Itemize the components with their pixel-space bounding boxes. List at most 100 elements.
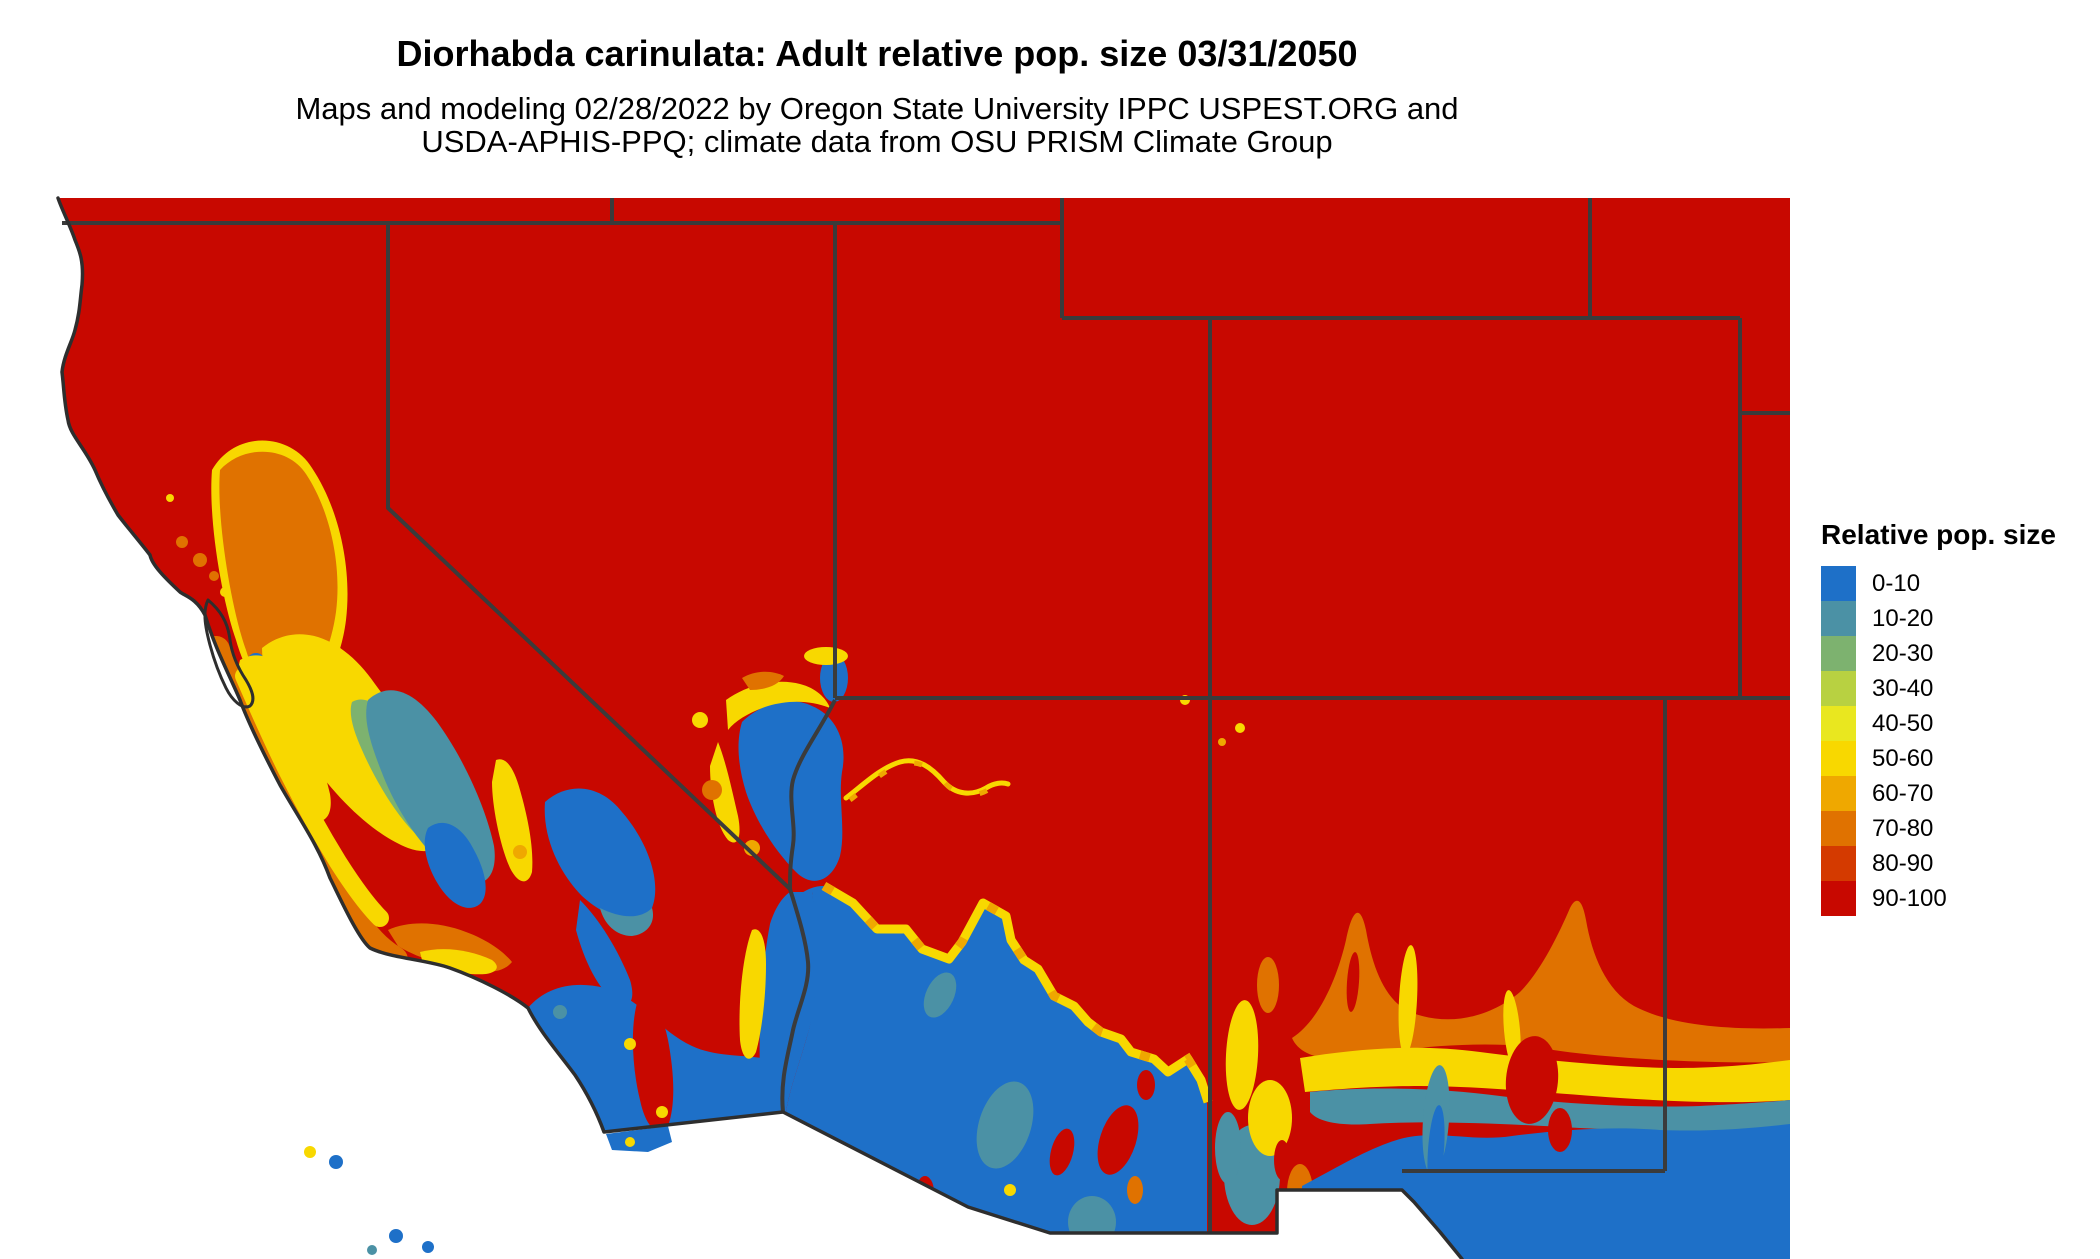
legend-swatch-90-100 [1821, 881, 1856, 916]
region-trinity-speck [193, 553, 207, 567]
legend-row: 30-40 [1821, 671, 2056, 706]
region-socal-yellow-speck [624, 1038, 636, 1050]
region-bootheel-red [1274, 1140, 1290, 1180]
region-verde-teal [923, 972, 957, 1018]
region-transverse-yellow-rim [420, 949, 497, 975]
legend-label: 40-50 [1872, 710, 1934, 737]
region-baja-strip [606, 1126, 672, 1152]
region-channel-island [329, 1155, 343, 1169]
legend-swatch-80-90 [1821, 846, 1856, 881]
legend-label: 60-70 [1872, 780, 1934, 807]
region-fourcorners-speck [1235, 723, 1245, 733]
region-owens-amber-dot [513, 845, 527, 859]
region-az-teal [976, 1081, 1034, 1169]
region-nm-yellow-streak [1398, 945, 1418, 1055]
subtitle-line-2: USDA-APHIS-PPQ; climate data from OSU PR… [421, 124, 1333, 159]
legend-row: 50-60 [1821, 741, 2056, 776]
region-grand-canyon-yellow [843, 758, 1011, 801]
region-border-speck [969, 1234, 981, 1246]
region-bootheel-orange [1287, 1164, 1313, 1220]
region-vegas-north-yellow [726, 681, 830, 730]
region-channel-island [422, 1241, 434, 1253]
legend-row: 40-50 [1821, 706, 2056, 741]
legend-row: 0-10 [1821, 566, 2056, 601]
region-nm-west-yellow [1225, 1000, 1259, 1110]
region-trinity-speck [209, 571, 219, 581]
legend-row: 60-70 [1821, 776, 2056, 811]
legend-swatch-60-70 [1821, 776, 1856, 811]
region-vegas-speck [692, 712, 708, 728]
subtitle-line-1: Maps and modeling 02/28/2022 by Oregon S… [295, 91, 1459, 126]
legend-label: 90-100 [1872, 885, 1947, 912]
legend-label: 50-60 [1872, 745, 1934, 772]
region-mogollon-amber-dashes [821, 882, 1213, 1104]
region-river-west-yellow [739, 929, 766, 1059]
region-sky-island-red [1097, 1105, 1139, 1175]
region-mojave-blue [544, 788, 656, 919]
legend-swatch-70-80 [1821, 811, 1856, 846]
region-blackrange-red-core [1346, 952, 1360, 1012]
region-sierra-blue-core [424, 822, 486, 908]
legend-label: 20-30 [1872, 640, 1934, 667]
legend-row: 80-90 [1821, 846, 2056, 881]
legend-label: 10-20 [1872, 605, 1934, 632]
state-borders [62, 198, 1790, 1233]
legend-label: 30-40 [1872, 675, 1934, 702]
region-nm-red-wedge [1505, 1036, 1559, 1124]
legend-swatch-50-60 [1821, 741, 1856, 776]
region-mojave-teal-rim [600, 908, 654, 936]
region-trinity-speck [220, 587, 230, 597]
region-peninsular-red-streak [632, 999, 674, 1131]
region-channel-island [304, 1146, 316, 1158]
region-socal-yellow-speck [656, 1106, 668, 1118]
legend-row: 70-80 [1821, 811, 2056, 846]
region-sky-island-red [1137, 1070, 1155, 1100]
coastline-border [56, 196, 1464, 1259]
legend-swatch-30-40 [1821, 671, 1856, 706]
region-vegas-west-yellow [710, 742, 740, 843]
region-trinity-speck [166, 494, 174, 502]
region-nm-west-teal [1215, 1112, 1241, 1184]
region-border-speck [948, 1228, 962, 1242]
region-border-speck [1004, 1184, 1016, 1196]
legend-label: 70-80 [1872, 815, 1934, 842]
region-sky-island-orange [1127, 1176, 1143, 1204]
region-vegas-west-orange-dot [702, 780, 722, 800]
region-az-teal [1068, 1196, 1116, 1248]
legend-row: 10-20 [1821, 601, 2056, 636]
region-fourcorners-speck [1218, 738, 1226, 746]
page-title: Diorhabda carinulata: Adult relative pop… [396, 33, 1358, 74]
region-mojave-link-blue [576, 900, 633, 1005]
legend-swatch-0-10 [1821, 566, 1856, 601]
region-trinity-speck [176, 536, 188, 548]
region-stgeorge-yellow-rim [804, 647, 848, 665]
subtitle: Maps and modeling 02/28/2022 by Oregon S… [0, 92, 1754, 158]
region-nm-red-wedge [1548, 1108, 1572, 1152]
region-coast-yellow-band [235, 667, 389, 927]
legend-swatch-20-30 [1821, 636, 1856, 671]
region-baja-speck [625, 1137, 635, 1147]
region-border-speck [934, 1219, 946, 1231]
legend-row: 20-30 [1821, 636, 2056, 671]
region-vegas-north-orange [742, 671, 784, 690]
legend-title: Relative pop. size [1821, 519, 2056, 550]
offshore-data [304, 1126, 672, 1255]
legend-row: 90-100 [1821, 881, 2056, 916]
region-socal-teal-speck [553, 1005, 567, 1019]
region-sky-island-red [1049, 1128, 1075, 1176]
region-border-speck [899, 1204, 911, 1216]
legend: Relative pop. size 0-10 10-20 20-30 30-4… [1821, 521, 2056, 916]
region-nm-west-orange [1257, 957, 1279, 1013]
region-vegas-speck [744, 840, 760, 856]
region-channel-island [367, 1245, 377, 1255]
legend-label: 80-90 [1872, 850, 1934, 877]
legend-swatch-10-20 [1821, 601, 1856, 636]
raster-layer [58, 198, 1790, 1259]
region-bootheel-yellow [1248, 1080, 1292, 1156]
sf-bay-outline [203, 598, 255, 709]
region-channel-island [389, 1229, 403, 1243]
legend-label: 0-10 [1872, 570, 1921, 597]
region-river-valley-blue [759, 892, 819, 1112]
